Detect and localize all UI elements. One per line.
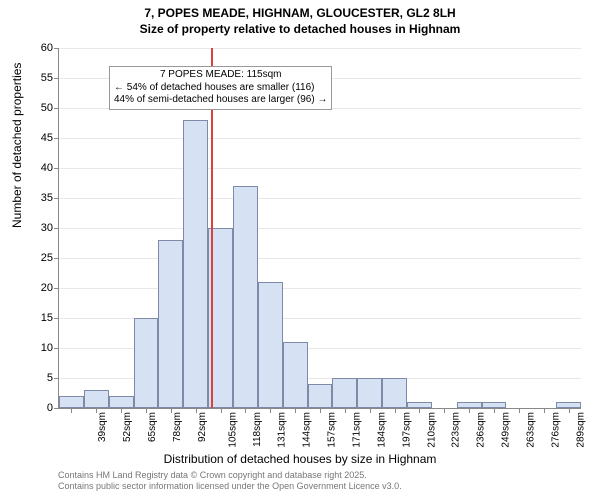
histogram-bar: [134, 318, 159, 408]
x-axis-title: Distribution of detached houses by size …: [0, 452, 600, 466]
x-tick-mark: [370, 408, 371, 413]
histogram-bar: [283, 342, 308, 408]
y-tick-label: 55: [41, 72, 59, 84]
x-tick-mark: [419, 408, 420, 413]
x-tick-mark: [196, 408, 197, 413]
histogram-bar: [258, 282, 283, 408]
annotation-line2: ← 54% of detached houses are smaller (11…: [114, 82, 327, 95]
x-tick-label: 92sqm: [197, 412, 208, 442]
x-tick-label: 118sqm: [251, 412, 262, 447]
x-tick-mark: [245, 408, 246, 413]
annotation-box: 7 POPES MEADE: 115sqm← 54% of detached h…: [109, 66, 332, 110]
histogram-bar: [332, 378, 357, 408]
footer-attribution: Contains HM Land Registry data © Crown c…: [58, 470, 402, 493]
chart-container: 7, POPES MEADE, HIGHNAM, GLOUCESTER, GL2…: [0, 0, 600, 500]
x-tick-mark: [295, 408, 296, 413]
x-tick-label: 39sqm: [97, 412, 108, 442]
x-tick-mark: [444, 408, 445, 413]
x-tick-mark: [171, 408, 172, 413]
annotation-line1: 7 POPES MEADE: 115sqm: [114, 69, 327, 82]
y-tick-label: 10: [41, 342, 59, 354]
chart-title-block: 7, POPES MEADE, HIGHNAM, GLOUCESTER, GL2…: [0, 0, 600, 37]
x-tick-label: 144sqm: [302, 412, 313, 448]
y-gridline: [59, 258, 581, 259]
y-tick-label: 60: [41, 42, 59, 54]
x-tick-mark: [146, 408, 147, 413]
y-gridline: [59, 228, 581, 229]
y-tick-label: 40: [41, 162, 59, 174]
histogram-bar: [158, 240, 183, 408]
histogram-bar: [308, 384, 333, 408]
x-tick-label: 131sqm: [277, 412, 288, 448]
y-gridline: [59, 288, 581, 289]
histogram-bar: [109, 396, 134, 408]
x-tick-label: 263sqm: [526, 412, 537, 448]
histogram-bar: [382, 378, 407, 408]
x-tick-label: 184sqm: [376, 412, 387, 448]
y-gridline: [59, 198, 581, 199]
x-tick-mark: [221, 408, 222, 413]
y-tick-label: 25: [41, 252, 59, 264]
y-tick-label: 45: [41, 132, 59, 144]
x-tick-label: 65sqm: [147, 412, 158, 442]
y-tick-label: 5: [47, 372, 59, 384]
x-tick-mark: [270, 408, 271, 413]
x-tick-mark: [71, 408, 72, 413]
histogram-bar: [59, 396, 84, 408]
x-tick-label: 236sqm: [476, 412, 487, 448]
x-tick-mark: [544, 408, 545, 413]
footer-line1: Contains HM Land Registry data © Crown c…: [58, 470, 402, 481]
y-gridline: [59, 168, 581, 169]
y-axis-title: Number of detached properties: [10, 63, 24, 228]
x-tick-mark: [96, 408, 97, 413]
x-tick-mark: [395, 408, 396, 413]
x-tick-mark: [320, 408, 321, 413]
x-tick-label: 105sqm: [227, 412, 238, 448]
x-tick-label: 289sqm: [575, 412, 586, 448]
x-tick-label: 223sqm: [451, 412, 462, 448]
x-tick-label: 78sqm: [172, 412, 183, 442]
y-tick-label: 35: [41, 192, 59, 204]
footer-line2: Contains public sector information licen…: [58, 481, 402, 492]
x-tick-mark: [494, 408, 495, 413]
x-tick-mark: [121, 408, 122, 413]
y-gridline: [59, 138, 581, 139]
x-tick-label: 249sqm: [501, 412, 512, 448]
x-tick-mark: [345, 408, 346, 413]
y-tick-label: 15: [41, 312, 59, 324]
x-tick-mark: [569, 408, 570, 413]
annotation-line3: 44% of semi-detached houses are larger (…: [114, 94, 327, 107]
x-tick-label: 52sqm: [122, 412, 133, 442]
histogram-bar: [84, 390, 109, 408]
title-line2: Size of property relative to detached ho…: [0, 22, 600, 38]
x-tick-label: 276sqm: [550, 412, 561, 448]
x-tick-label: 210sqm: [426, 412, 437, 448]
histogram-bar: [357, 378, 382, 408]
y-gridline: [59, 48, 581, 49]
x-tick-mark: [519, 408, 520, 413]
chart-area: 05101520253035404550556039sqm52sqm65sqm7…: [58, 48, 580, 408]
x-tick-label: 197sqm: [401, 412, 412, 448]
histogram-bar: [233, 186, 258, 408]
title-line1: 7, POPES MEADE, HIGHNAM, GLOUCESTER, GL2…: [0, 6, 600, 22]
plot-region: 05101520253035404550556039sqm52sqm65sqm7…: [58, 48, 581, 409]
y-tick-label: 0: [47, 402, 59, 414]
histogram-bar: [183, 120, 208, 408]
y-tick-label: 20: [41, 282, 59, 294]
y-tick-label: 30: [41, 222, 59, 234]
y-tick-label: 50: [41, 102, 59, 114]
x-tick-label: 171sqm: [352, 412, 363, 448]
x-tick-mark: [469, 408, 470, 413]
x-tick-label: 157sqm: [327, 412, 338, 448]
